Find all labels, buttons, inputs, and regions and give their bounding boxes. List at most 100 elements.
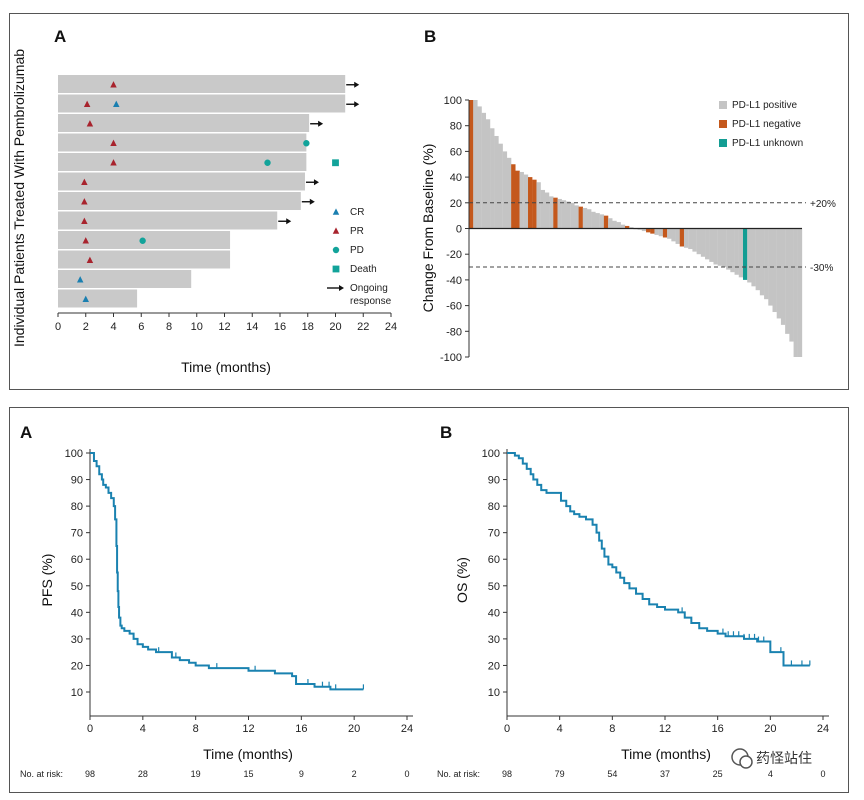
waterfall-bar <box>692 228 697 252</box>
waterfall-bar <box>485 119 491 229</box>
pr-marker <box>81 178 88 185</box>
pfs-risk-count: 0 <box>404 769 409 779</box>
pd-marker <box>139 237 146 244</box>
waterfall-bar <box>755 228 760 291</box>
swimmer-plot: A Individual Patients Treated With Pembr… <box>11 27 397 375</box>
pfs-risk-count: 9 <box>299 769 304 779</box>
pr-marker <box>81 217 88 224</box>
panel-label-os: B <box>440 423 452 442</box>
os-y-tick-label: 90 <box>488 475 500 487</box>
pfs-x-tick-label: 8 <box>193 723 199 735</box>
waterfall-y-tick-label: 20 <box>450 198 462 210</box>
pfs-km-plot: A PFS (%) Time (months) No. at risk: 100… <box>20 423 413 779</box>
waterfall-bar <box>679 228 685 247</box>
pfs-y-tick-label: 90 <box>71 475 83 487</box>
waterfall-bar <box>629 227 634 229</box>
waterfall-bar <box>675 228 680 244</box>
waterfall-bar <box>557 198 562 229</box>
waterfall-bar <box>544 192 550 229</box>
os-risk-count: 98 <box>502 769 512 779</box>
waterfall-bar <box>591 211 596 229</box>
waterfall-bar <box>570 202 575 229</box>
pr-marker <box>110 81 117 88</box>
os-risk-count: 37 <box>660 769 670 779</box>
os-y-tick-label: 50 <box>488 581 500 593</box>
pfs-y-tick-label: 40 <box>71 607 83 619</box>
waterfall-y-tick-label: 40 <box>450 172 462 184</box>
waterfall-bar <box>637 228 642 230</box>
legend-ongoing-label-line2: response <box>350 296 392 307</box>
waterfall-bar <box>502 151 508 229</box>
pfs-survival-curve <box>90 452 364 691</box>
waterfall-bar <box>469 100 474 229</box>
waterfall-bar <box>662 228 668 238</box>
os-y-tick-label: 70 <box>488 528 500 540</box>
pfs-x-tick-label: 20 <box>348 723 360 735</box>
pfs-x-tick-label: 0 <box>87 723 93 735</box>
waterfall-bar <box>549 196 554 229</box>
waterfall-bar <box>747 228 752 283</box>
os-risk-count: 54 <box>607 769 617 779</box>
waterfall-bar <box>498 143 503 229</box>
waterfall-bar <box>490 128 495 229</box>
pr-marker <box>86 120 94 127</box>
legend-pdl1-unknown-swatch <box>719 139 727 147</box>
ongoing-arrowhead <box>309 198 315 205</box>
waterfall-bar <box>603 215 609 229</box>
panel-label-swimmer: A <box>54 27 66 46</box>
swimmer-bar <box>58 192 301 210</box>
os-km-plot: B OS (%) Time (months) No. at risk: 1009… <box>437 423 829 779</box>
waterfall-y-tick-label: 60 <box>450 146 462 158</box>
os-y-tick-label: 10 <box>488 687 500 699</box>
pfs-y-tick-label: 70 <box>71 528 83 540</box>
os-y-tick-label: 80 <box>488 501 500 513</box>
swimmer-bar <box>58 289 138 308</box>
ongoing-arrowhead <box>354 101 360 108</box>
swimmer-ylabel: Individual Patients Treated With Pembrol… <box>11 49 27 347</box>
pr-marker <box>82 237 89 244</box>
waterfall-bar <box>641 228 647 232</box>
waterfall-bar <box>565 201 571 229</box>
swimmer-xlabel: Time (months) <box>181 359 271 375</box>
waterfall-y-tick-label: 80 <box>450 121 462 133</box>
pr-marker <box>110 139 117 146</box>
waterfall-bar <box>683 228 689 248</box>
ongoing-arrowhead <box>318 120 324 127</box>
swimmer-x-tick-label: 24 <box>385 321 397 333</box>
waterfall-bar <box>532 179 537 229</box>
os-risk-count: 25 <box>713 769 723 779</box>
os-x-tick-label: 20 <box>764 723 776 735</box>
os-x-tick-label: 0 <box>504 723 510 735</box>
waterfall-bar <box>506 157 512 229</box>
waterfall-bar <box>705 228 710 260</box>
waterfall-y-tick-label: 0 <box>456 224 462 236</box>
os-risk-count: 79 <box>555 769 565 779</box>
pfs-risk-count: 15 <box>243 769 253 779</box>
swimmer-bar <box>58 172 305 191</box>
swimmer-x-tick-label: 22 <box>357 321 369 333</box>
swimmer-x-tick-label: 16 <box>274 321 286 333</box>
legend-ongoing-arrowhead <box>339 285 344 291</box>
waterfall-bar <box>721 228 727 268</box>
waterfall-bar <box>616 222 621 229</box>
swimmer-bar <box>58 114 310 132</box>
os-x-tick-label: 24 <box>817 723 829 735</box>
pfs-x-tick-label: 24 <box>401 723 413 735</box>
waterfall-bar <box>477 106 482 229</box>
os-y-tick-label: 30 <box>488 634 500 646</box>
waterfall-bar <box>734 228 739 275</box>
pfs-ylabel: PFS (%) <box>39 554 55 607</box>
pfs-risk-count: 98 <box>85 769 95 779</box>
pfs-risk-count: 2 <box>352 769 357 779</box>
waterfall-bar <box>519 171 524 229</box>
waterfall-ylabel: Change From Baseline (%) <box>420 144 436 313</box>
ongoing-arrowhead <box>313 179 319 186</box>
legend-pdl1-positive-label: PD-L1 positive <box>732 100 797 111</box>
waterfall-bar <box>578 206 583 229</box>
swimmer-x-tick-label: 14 <box>246 321 258 333</box>
waterfall-bar <box>730 228 735 273</box>
swimmer-bar <box>58 94 346 113</box>
os-y-tick-label: 40 <box>488 607 500 619</box>
pfs-y-tick-label: 10 <box>71 687 83 699</box>
